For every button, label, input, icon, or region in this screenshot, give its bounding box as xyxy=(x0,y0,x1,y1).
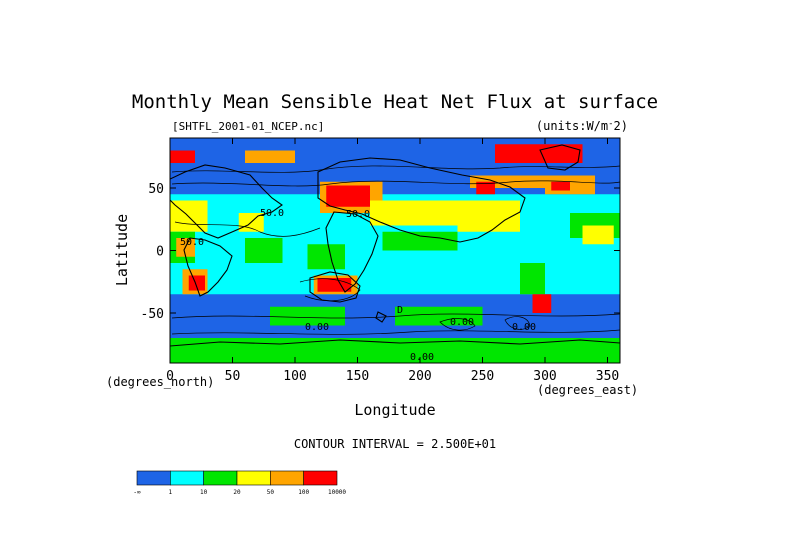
colorbar-label: 20 xyxy=(233,489,241,496)
y-tick-label: 50 xyxy=(148,182,164,197)
coast-europe-asia xyxy=(317,157,526,243)
y-axis-title: Latitude xyxy=(113,214,131,286)
x-axis: 0 50 100 150 200 250 300 350 xyxy=(166,138,619,384)
units-label: (units:W/m-2) xyxy=(536,119,628,133)
coast-antarctica xyxy=(170,339,620,347)
contour-label: 0.00 xyxy=(410,352,434,363)
y-tick-label: -50 xyxy=(141,307,164,322)
contour-label: 50.0 xyxy=(346,209,370,220)
colorbar-label: 1 xyxy=(169,489,173,496)
colorbar-swatch xyxy=(203,470,238,486)
x-tick-label: 150 xyxy=(346,369,369,384)
y-axis-unit-label: (degrees_north) xyxy=(106,375,214,389)
y-tick-label: 0 xyxy=(156,245,164,260)
colorbar-label: 100 xyxy=(298,489,309,496)
x-tick-label: 350 xyxy=(596,369,619,384)
colorbar-swatch xyxy=(303,470,338,486)
x-axis-title: Longitude xyxy=(354,401,435,419)
map-plot-area: 50.0 50.0 50.0 0.00 0.00 0.00 0.00 D xyxy=(170,138,620,363)
colorbar-label: 50 xyxy=(267,489,275,496)
x-tick-label: 100 xyxy=(283,369,306,384)
colorbar-label: 10 xyxy=(200,489,208,496)
colorbar-label: -∞ xyxy=(133,489,141,496)
x-tick-label: 50 xyxy=(225,369,241,384)
coast-new-zealand xyxy=(375,311,387,323)
colorbar-label: 10000 xyxy=(328,489,346,496)
x-tick-label: 250 xyxy=(471,369,494,384)
x-tick-label: 300 xyxy=(533,369,556,384)
contour-label: 50.0 xyxy=(180,237,204,248)
contour-labels: 50.0 50.0 50.0 0.00 0.00 0.00 0.00 D xyxy=(180,208,536,363)
coastlines xyxy=(170,144,620,347)
chart-title: Monthly Mean Sensible Heat Net Flux at s… xyxy=(132,91,658,113)
colorbar-swatch xyxy=(170,470,204,486)
coast-australia xyxy=(309,271,361,303)
colorbar: -∞ 1 10 20 50 100 10000 xyxy=(133,470,346,496)
coast-greenland xyxy=(539,144,581,171)
contour-label: 0.00 xyxy=(450,317,474,328)
coast-north-america xyxy=(170,164,283,239)
contour-lines xyxy=(171,165,620,335)
x-tick-label: 200 xyxy=(408,369,431,384)
contour-label: 0.00 xyxy=(305,322,329,333)
x-tick-label: 0 xyxy=(166,369,174,384)
contour-interval-text: CONTOUR INTERVAL = 2.500E+01 xyxy=(294,437,496,451)
contour-label: D xyxy=(397,305,403,316)
colorbar-swatch xyxy=(236,470,271,486)
x-axis-unit-label: (degrees_east) xyxy=(537,383,638,397)
y-axis: 50 0 -50 xyxy=(141,182,620,322)
colorbar-swatch xyxy=(270,470,304,486)
contour-label: 50.0 xyxy=(260,208,284,219)
coast-south-america xyxy=(183,237,233,297)
contour-label: 0.00 xyxy=(512,322,536,333)
coast-africa xyxy=(325,211,379,293)
colorbar-swatch xyxy=(136,470,171,486)
file-label: [SHTFL_2001-01_NCEP.nc] xyxy=(172,120,324,133)
